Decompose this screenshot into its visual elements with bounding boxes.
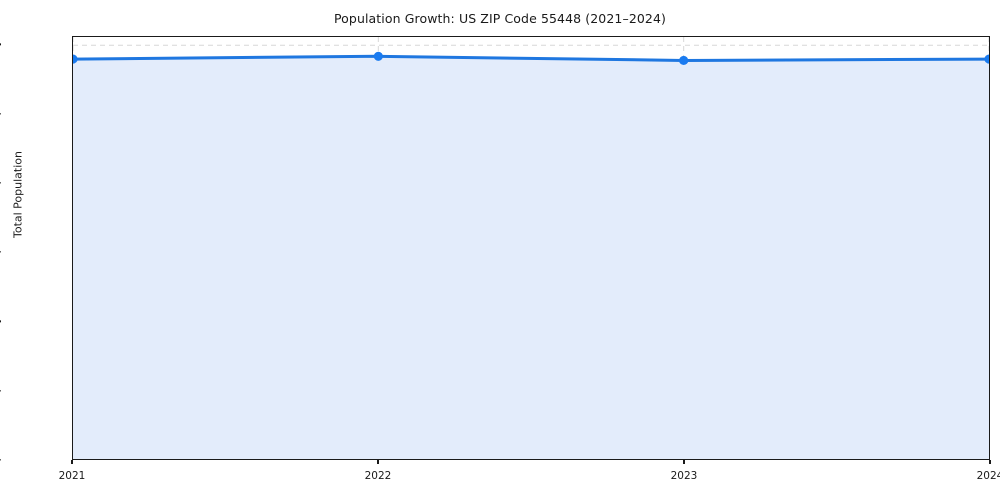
x-tick-mark <box>71 460 73 464</box>
y-tick-mark <box>0 112 1 115</box>
x-tick-mark <box>377 460 379 464</box>
y-axis-label: Total Population <box>11 151 25 238</box>
x-tick-mark <box>989 460 991 464</box>
x-tick-mark <box>683 460 685 464</box>
y-tick-mark <box>0 182 1 184</box>
data-series <box>73 51 989 459</box>
x-tick-label: 2023 <box>670 470 698 482</box>
y-tick-mark <box>0 390 1 392</box>
plot-area <box>72 36 990 460</box>
x-tick-label: 2022 <box>364 470 392 482</box>
x-tick-label: 2021 <box>58 470 86 482</box>
x-tick-label: 2024 <box>976 470 1000 482</box>
y-tick-mark <box>0 251 1 253</box>
chart-title: Population Growth: US ZIP Code 55448 (20… <box>333 11 667 26</box>
y-tick-mark <box>0 320 1 323</box>
y-tick-mark <box>0 459 1 461</box>
y-tick-mark <box>0 43 1 45</box>
